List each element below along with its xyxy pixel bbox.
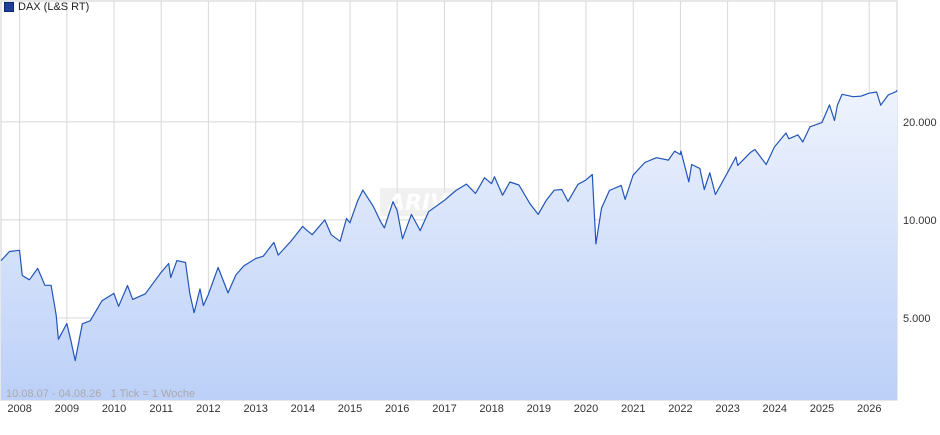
legend-swatch — [4, 2, 14, 12]
x-tick-label: 2013 — [243, 403, 267, 415]
x-tick-label: 2021 — [621, 403, 645, 415]
legend-label: DAX (L&S RT) — [18, 1, 90, 13]
x-tick-label: 2019 — [527, 403, 551, 415]
x-tick-label: 2024 — [763, 403, 787, 415]
x-tick-label: 2010 — [102, 403, 126, 415]
x-tick-label: 2022 — [668, 403, 692, 415]
y-tick-label: 5.000 — [903, 313, 931, 325]
x-tick-label: 2023 — [715, 403, 739, 415]
legend: DAX (L&S RT) — [4, 1, 89, 13]
y-tick-label: 20.000 — [903, 117, 937, 129]
x-axis-ticks: 2008 2009 2010 2011 2012 2013 2014 2015 2016 2017… — [7, 403, 881, 415]
x-tick-label: 2018 — [479, 403, 503, 415]
x-tick-label: 2015 — [338, 403, 362, 415]
price-area-fill — [1, 90, 897, 401]
x-tick-label: 2011 — [149, 403, 173, 415]
date-range-footer: 10.08.07 - 04.08.26 1 Tick = 1 Woche — [6, 388, 195, 400]
y-axis-ticks: 5.000 10.000 20.000 — [903, 117, 937, 325]
x-tick-label: 2014 — [291, 403, 315, 415]
x-tick-label: 2008 — [7, 403, 31, 415]
x-tick-label: 2016 — [385, 403, 409, 415]
x-tick-label: 2026 — [857, 403, 881, 415]
price-line — [0, 90, 898, 362]
y-tick-label: 10.000 — [903, 215, 937, 227]
x-tick-label: 2009 — [55, 403, 79, 415]
x-tick-label: 2020 — [574, 403, 598, 415]
x-tick-label: 2012 — [196, 403, 220, 415]
x-tick-label: 2017 — [432, 403, 456, 415]
x-tick-label: 2025 — [810, 403, 834, 415]
